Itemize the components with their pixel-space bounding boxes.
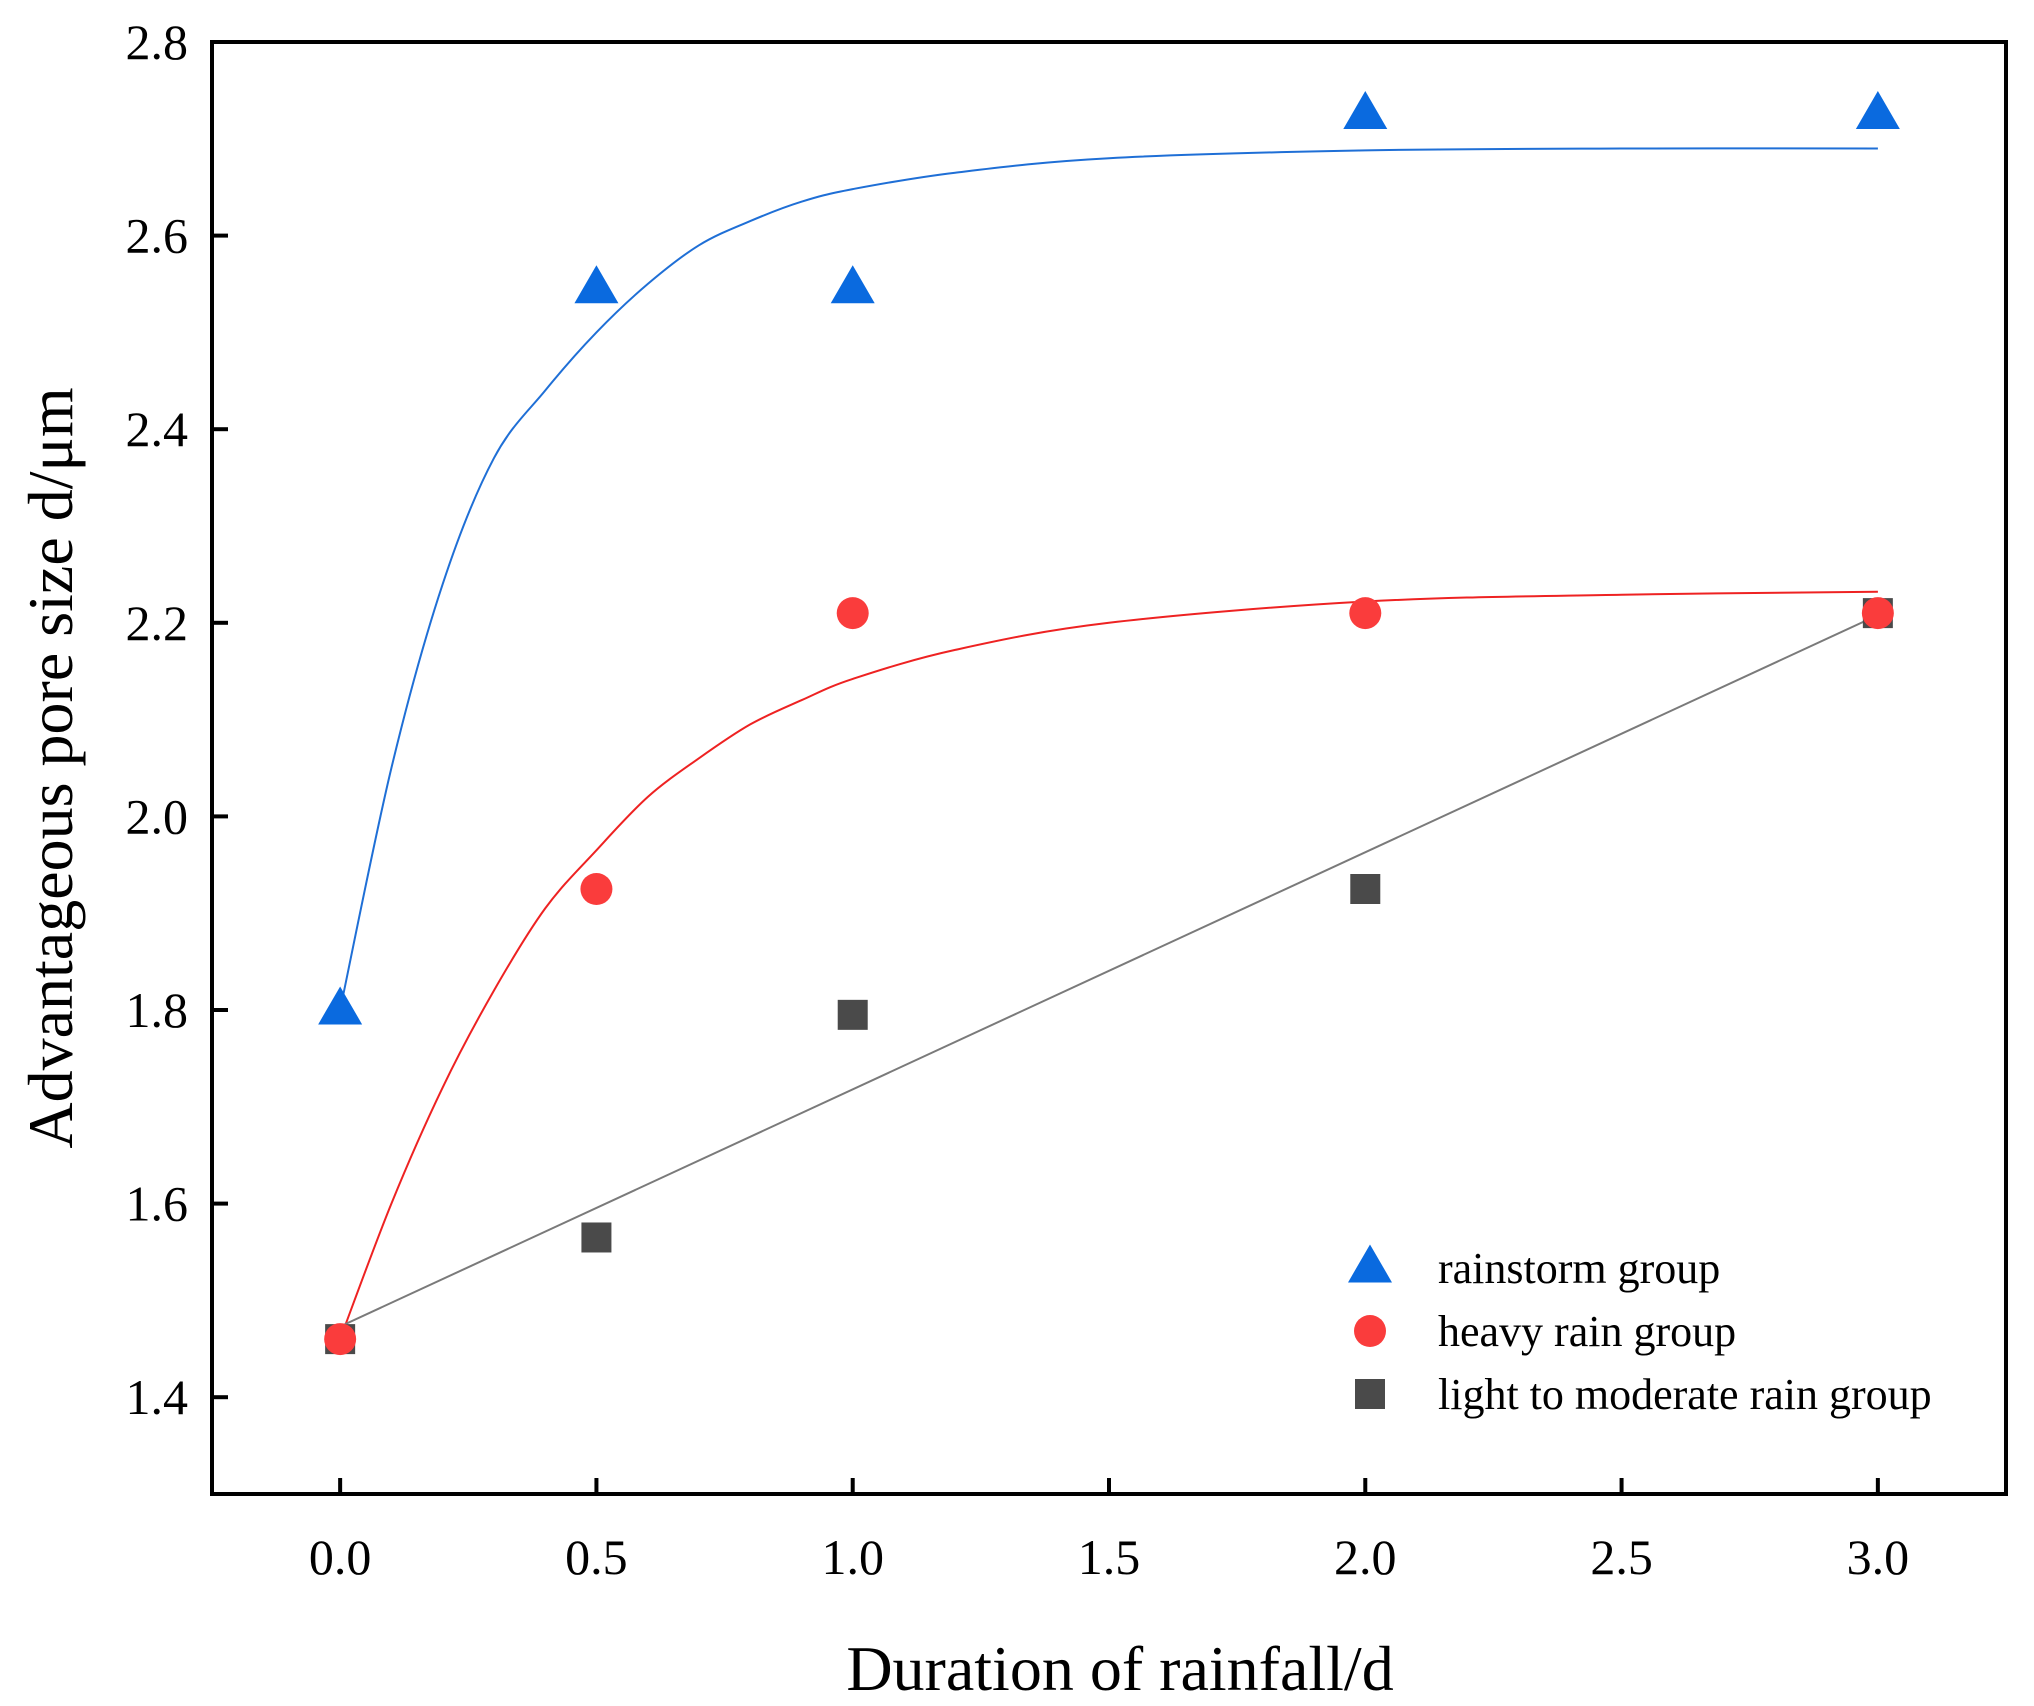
fit-curves [339,147,1879,1340]
x-axis: 0.0 0.5 1.0 1.5 2.0 2.5 3.0 [309,1478,1909,1585]
circle-point [1861,597,1894,630]
y-tick-label: 2.6 [126,208,189,264]
circle-point [836,597,869,630]
data-markers [318,91,1900,1356]
legend-label: rainstorm group [1438,1244,1720,1293]
y-tick-label: 2.4 [126,401,189,457]
triangle-point [574,265,619,304]
circle-point [324,1323,357,1356]
plot-frame [210,40,2008,1496]
x-tick-label: 1.0 [821,1529,884,1585]
y-tick-label: 2.0 [126,788,189,844]
triangle-point [318,986,363,1025]
triangle-point [1855,91,1900,130]
legend-marker-square [1355,1379,1385,1409]
x-tick-label: 2.0 [1334,1529,1397,1585]
square-point [837,999,868,1030]
fit-line-2 [339,590,1878,1340]
y-tick-label: 1.4 [126,1369,189,1425]
triangle-point [830,265,875,304]
legend-label: light to moderate rain group [1438,1370,1932,1419]
x-tick-label: 0.0 [309,1529,372,1585]
circle-point [1349,597,1382,630]
x-tick-label: 3.0 [1847,1529,1910,1585]
y-tick-label: 1.6 [126,1176,189,1232]
x-tick-label: 0.5 [565,1529,628,1585]
circle-point [580,873,613,905]
square-point [581,1222,612,1253]
fit-line-1 [339,147,1878,1011]
x-tick-label: 2.5 [1590,1529,1653,1585]
square-point [1350,874,1381,904]
x-axis-title: Duration of rainfall/d [846,1633,1393,1704]
legend-marker-circle [1354,1315,1386,1347]
y-tick-label: 2.8 [126,14,189,70]
legend-label: heavy rain group [1438,1307,1736,1356]
legend: rainstorm group heavy rain group light to … [1348,1244,1932,1419]
y-axis: 1.4 1.6 1.8 2.0 2.2 2.4 2.6 2.8 [126,14,228,1425]
y-tick-label: 1.8 [126,982,189,1038]
x-tick-label: 1.5 [1078,1529,1141,1585]
triangle-point [1343,91,1388,130]
y-tick-label: 2.2 [126,595,189,651]
y-axis-title: Advantageous pore size d/μm [15,387,86,1148]
fit-line-3 [339,614,1879,1328]
legend-marker-triangle [1348,1244,1392,1283]
